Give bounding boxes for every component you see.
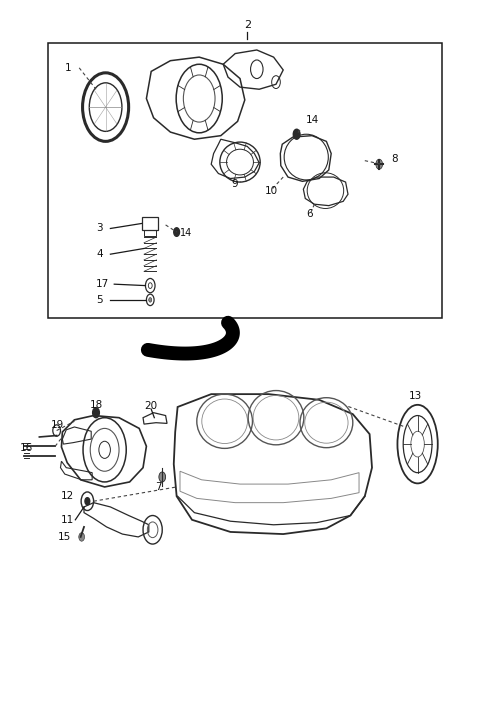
Circle shape (376, 159, 383, 169)
Text: 11: 11 (61, 515, 74, 525)
Text: 8: 8 (391, 154, 398, 164)
Text: 14: 14 (306, 115, 320, 125)
Text: 2: 2 (244, 20, 251, 30)
Text: 4: 4 (96, 249, 103, 259)
Text: 14: 14 (180, 228, 192, 238)
Text: 16: 16 (20, 443, 34, 453)
Text: 17: 17 (96, 279, 109, 289)
Circle shape (159, 472, 166, 482)
Circle shape (174, 228, 180, 236)
Circle shape (85, 498, 90, 505)
Text: 18: 18 (89, 400, 103, 410)
Bar (144, 230, 156, 236)
Text: 10: 10 (264, 186, 278, 196)
Text: 20: 20 (144, 401, 158, 411)
Bar (48, 43, 442, 318)
Text: 5: 5 (96, 295, 103, 305)
Text: 15: 15 (58, 532, 71, 542)
Text: 3: 3 (96, 223, 103, 233)
Text: 1: 1 (65, 63, 72, 73)
Circle shape (149, 298, 152, 302)
Circle shape (93, 408, 99, 418)
Text: 13: 13 (408, 391, 422, 401)
Circle shape (79, 533, 84, 541)
Bar (142, 217, 158, 230)
Text: 6: 6 (306, 209, 313, 219)
Circle shape (293, 129, 300, 139)
Text: 12: 12 (61, 491, 74, 501)
Text: 9: 9 (231, 179, 238, 189)
Text: 19: 19 (50, 420, 64, 430)
Text: 7: 7 (155, 482, 162, 492)
